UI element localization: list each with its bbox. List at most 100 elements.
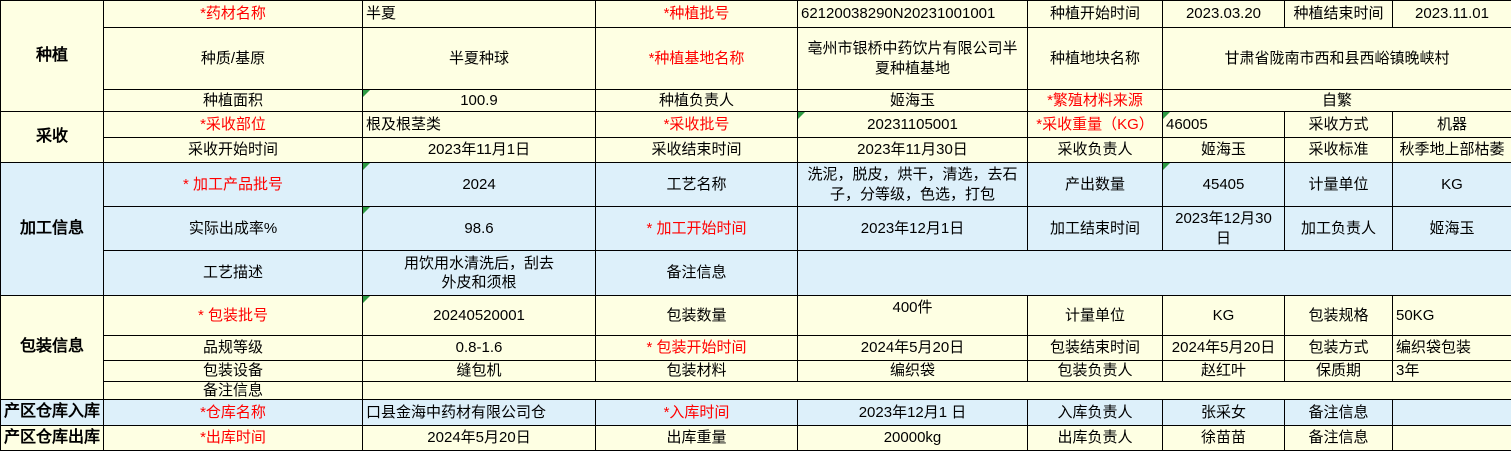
- pack-batch-value[interactable]: 20240520001: [363, 296, 596, 336]
- planting-manager-value[interactable]: 姬海玉: [798, 90, 1028, 112]
- craft-name-value[interactable]: 洗泥，脱皮，烘干，清选，去石 子，分等级，色选，打包: [798, 163, 1028, 207]
- planting-batch-label[interactable]: *种植批号: [596, 1, 798, 28]
- pack-spec-label[interactable]: 包装规格: [1285, 296, 1393, 336]
- outbound-time-label[interactable]: *出库时间: [104, 426, 363, 451]
- pack-device-label[interactable]: 包装设备: [104, 361, 363, 382]
- shelf-life-value[interactable]: 3年: [1393, 361, 1511, 382]
- germplasm-value[interactable]: 半夏种球: [363, 28, 596, 90]
- planting-base-label[interactable]: *种植基地名称: [596, 28, 798, 90]
- medicine-name-value[interactable]: 半夏: [363, 1, 596, 28]
- outbound-manager-label[interactable]: 出库负责人: [1028, 426, 1163, 451]
- outbound-manager-value[interactable]: 徐苗苗: [1163, 426, 1285, 451]
- harvest-method-label[interactable]: 采收方式: [1285, 112, 1393, 138]
- harvest-start-label[interactable]: 采收开始时间: [104, 138, 363, 163]
- propagation-source-label[interactable]: *繁殖材料来源: [1028, 90, 1163, 112]
- harvest-start-value[interactable]: 2023年11月1日: [363, 138, 596, 163]
- output-qty-label[interactable]: 产出数量: [1028, 163, 1163, 207]
- planting-base-value[interactable]: 亳州市银桥中药饮片有限公司半 夏种植基地: [798, 28, 1028, 90]
- inbound-time-value[interactable]: 2023年12月1 日: [798, 400, 1028, 426]
- section-planting[interactable]: 种植: [1, 1, 104, 112]
- section-warehouse-in[interactable]: 产区仓库入库: [1, 400, 104, 426]
- pack-spec-value[interactable]: 50KG: [1393, 296, 1511, 336]
- harvest-manager-value[interactable]: 姬海玉: [1163, 138, 1285, 163]
- harvest-method-value[interactable]: 机器: [1393, 112, 1511, 138]
- pack-manager-value[interactable]: 赵红叶: [1163, 361, 1285, 382]
- outbound-weight-label[interactable]: 出库重量: [596, 426, 798, 451]
- medicine-name-label[interactable]: *药材名称: [104, 1, 363, 28]
- planting-batch-value[interactable]: 62120038290N20231001001: [798, 1, 1028, 28]
- planting-area-label[interactable]: 种植面积: [104, 90, 363, 112]
- planting-end-label[interactable]: 种植结束时间: [1285, 1, 1393, 28]
- outbound-remark-value[interactable]: [1393, 426, 1511, 451]
- inbound-remark-label[interactable]: 备注信息: [1285, 400, 1393, 426]
- inbound-time-label[interactable]: *入库时间: [596, 400, 798, 426]
- propagation-source-value[interactable]: 自繁: [1163, 90, 1511, 112]
- planting-manager-label[interactable]: 种植负责人: [596, 90, 798, 112]
- pack-material-value[interactable]: 编织袋: [798, 361, 1028, 382]
- harvest-end-value[interactable]: 2023年11月30日: [798, 138, 1028, 163]
- harvest-batch-value[interactable]: 20231105001: [798, 112, 1028, 138]
- pack-method-value[interactable]: 编织袋包装: [1393, 336, 1511, 361]
- harvest-batch-label[interactable]: *采收批号: [596, 112, 798, 138]
- inbound-remark-value[interactable]: [1393, 400, 1511, 426]
- section-packaging[interactable]: 包装信息: [1, 296, 104, 400]
- pack-material-label[interactable]: 包装材料: [596, 361, 798, 382]
- germplasm-label[interactable]: 种质/基原: [104, 28, 363, 90]
- outbound-weight-value[interactable]: 20000kg: [798, 426, 1028, 451]
- process-product-batch-value[interactable]: 2024: [363, 163, 596, 207]
- harvest-manager-label[interactable]: 采收负责人: [1028, 138, 1163, 163]
- output-qty-value[interactable]: 45405: [1163, 163, 1285, 207]
- yield-rate-value[interactable]: 98.6: [363, 207, 596, 251]
- craft-desc-value[interactable]: 用饮用水清洗后，刮去 外皮和须根: [363, 251, 596, 296]
- planting-area-value[interactable]: 100.9: [363, 90, 596, 112]
- pack-batch-label[interactable]: * 包装批号: [104, 296, 363, 336]
- process-unit-label[interactable]: 计量单位: [1285, 163, 1393, 207]
- harvest-standard-label[interactable]: 采收标准: [1285, 138, 1393, 163]
- process-manager-value[interactable]: 姬海玉: [1393, 207, 1511, 251]
- pack-end-value[interactable]: 2024年5月20日: [1163, 336, 1285, 361]
- pack-unit-value[interactable]: KG: [1163, 296, 1285, 336]
- section-processing[interactable]: 加工信息: [1, 163, 104, 296]
- pack-method-label[interactable]: 包装方式: [1285, 336, 1393, 361]
- process-product-batch-label[interactable]: * 加工产品批号: [104, 163, 363, 207]
- grade-value[interactable]: 0.8-1.6: [363, 336, 596, 361]
- section-warehouse-out[interactable]: 产区仓库出库: [1, 426, 104, 451]
- harvest-part-label[interactable]: *采收部位: [104, 112, 363, 138]
- process-start-label[interactable]: * 加工开始时间: [596, 207, 798, 251]
- process-manager-label[interactable]: 加工负责人: [1285, 207, 1393, 251]
- process-remark-label[interactable]: 备注信息: [596, 251, 798, 296]
- pack-unit-label[interactable]: 计量单位: [1028, 296, 1163, 336]
- warehouse-name-label[interactable]: *仓库名称: [104, 400, 363, 426]
- plot-name-label[interactable]: 种植地块名称: [1028, 28, 1163, 90]
- warehouse-name-value[interactable]: 口县金海中药材有限公司仓: [363, 400, 596, 426]
- process-remark-value[interactable]: [798, 251, 1511, 296]
- pack-remark-value[interactable]: [363, 382, 1511, 400]
- process-end-value[interactable]: 2023年12月30 日: [1163, 207, 1285, 251]
- inbound-manager-label[interactable]: 入库负责人: [1028, 400, 1163, 426]
- craft-name-label[interactable]: 工艺名称: [596, 163, 798, 207]
- process-start-value[interactable]: 2023年12月1日: [798, 207, 1028, 251]
- pack-start-value[interactable]: 2024年5月20日: [798, 336, 1028, 361]
- process-end-label[interactable]: 加工结束时间: [1028, 207, 1163, 251]
- outbound-time-value[interactable]: 2024年5月20日: [363, 426, 596, 451]
- inbound-manager-value[interactable]: 张采女: [1163, 400, 1285, 426]
- pack-manager-label[interactable]: 包装负责人: [1028, 361, 1163, 382]
- grade-label[interactable]: 品规等级: [104, 336, 363, 361]
- harvest-weight-value[interactable]: 46005: [1163, 112, 1285, 138]
- planting-start-label[interactable]: 种植开始时间: [1028, 1, 1163, 28]
- pack-qty-label[interactable]: 包装数量: [596, 296, 798, 336]
- pack-start-label[interactable]: * 包装开始时间: [596, 336, 798, 361]
- section-harvest[interactable]: 采收: [1, 112, 104, 163]
- yield-rate-label[interactable]: 实际出成率%: [104, 207, 363, 251]
- pack-remark-label[interactable]: 备注信息: [104, 382, 363, 400]
- outbound-remark-label[interactable]: 备注信息: [1285, 426, 1393, 451]
- planting-start-value[interactable]: 2023.03.20: [1163, 1, 1285, 28]
- pack-device-value[interactable]: 缝包机: [363, 361, 596, 382]
- shelf-life-label[interactable]: 保质期: [1285, 361, 1393, 382]
- pack-end-label[interactable]: 包装结束时间: [1028, 336, 1163, 361]
- harvest-end-label[interactable]: 采收结束时间: [596, 138, 798, 163]
- harvest-weight-label[interactable]: *采收重量（KG）: [1028, 112, 1163, 138]
- harvest-part-value[interactable]: 根及根茎类: [363, 112, 596, 138]
- harvest-standard-value[interactable]: 秋季地上部枯萎: [1393, 138, 1511, 163]
- process-unit-value[interactable]: KG: [1393, 163, 1511, 207]
